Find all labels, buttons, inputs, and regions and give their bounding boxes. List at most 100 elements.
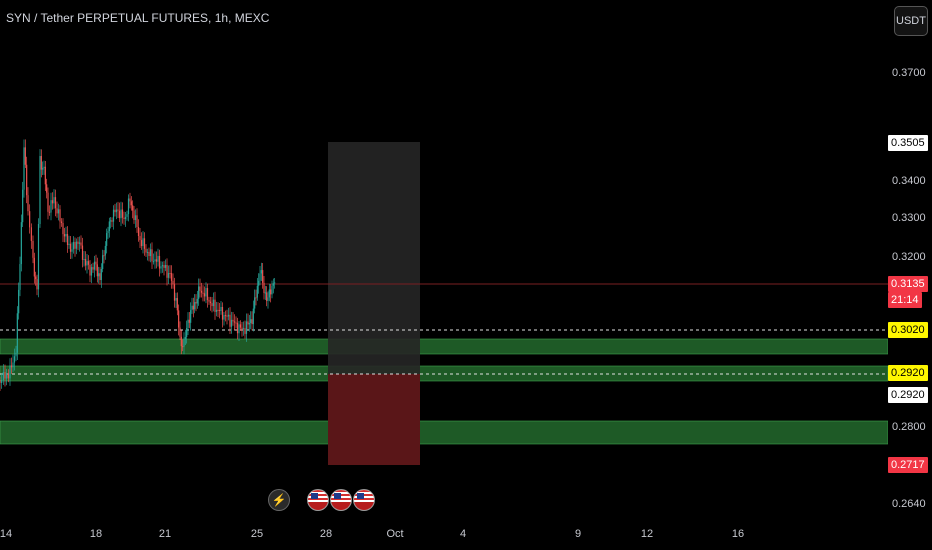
candle-body [217, 309, 219, 311]
candle-body [214, 299, 216, 312]
candle-body [196, 298, 198, 304]
candle-body [262, 270, 264, 283]
candle-body [50, 200, 52, 213]
candle-body [247, 321, 249, 325]
candle-body [99, 273, 101, 281]
candle-body [23, 147, 25, 190]
candle-body [92, 267, 94, 270]
entry-price-label: 0.2920 [888, 387, 928, 403]
candle-body [164, 264, 167, 268]
candle-body [244, 328, 246, 334]
target-price-label: 0.3505 [888, 135, 928, 151]
candle-body [180, 336, 182, 347]
position-loss-zone[interactable] [328, 374, 420, 465]
price-tick: 0.2800 [892, 421, 926, 433]
candle-body [232, 319, 234, 322]
candle-body [69, 243, 72, 252]
candle-body [209, 301, 212, 304]
candle-body [211, 303, 213, 307]
price-tick: 0.3300 [892, 212, 926, 224]
candle-body [160, 266, 162, 269]
candle-body [264, 292, 266, 294]
candle-body [86, 261, 88, 266]
candle-body [111, 220, 113, 222]
candle-body [136, 215, 138, 228]
candle-body [110, 220, 112, 222]
candle-body [230, 319, 233, 327]
candle-body [248, 322, 250, 325]
candle-body [57, 209, 60, 214]
time-tick: 28 [319, 528, 333, 540]
candle-body [121, 209, 124, 218]
candle-body [188, 319, 190, 323]
candle-body [89, 264, 91, 276]
candle-body [226, 315, 228, 317]
candle-body [43, 166, 45, 168]
candle-body [4, 372, 6, 379]
lightning-icon[interactable]: ⚡ [268, 489, 290, 511]
candle-body [133, 210, 135, 221]
currency-button[interactable]: USDT [894, 6, 928, 36]
time-axis[interactable]: 14 18 21 25 28 Oct 4 9 12 16 [0, 522, 888, 548]
stop-price-label: 0.2717 [888, 457, 928, 473]
candle-body [186, 327, 188, 337]
candle-body [259, 273, 261, 281]
candle-body [44, 166, 46, 185]
chart-canvas[interactable] [0, 0, 888, 520]
candle-body [24, 147, 26, 165]
candle-body [227, 314, 230, 317]
candle-body [194, 302, 196, 310]
candle-body [117, 209, 119, 211]
candle-body [205, 288, 207, 297]
time-tick: 21 [158, 528, 172, 540]
candle-body [155, 259, 158, 262]
candle-body [48, 211, 51, 213]
candle-body [114, 209, 116, 213]
candle-body [176, 298, 178, 311]
candle-body [104, 245, 106, 256]
candle-body [223, 315, 225, 320]
time-tick: Oct [386, 528, 404, 540]
candle-body [77, 241, 79, 244]
us-flag-icon[interactable] [307, 489, 329, 511]
candle-body [126, 214, 128, 217]
candle-body [71, 249, 73, 252]
candle-body [72, 241, 75, 250]
candle-body [120, 209, 122, 219]
time-tick: 12 [640, 528, 654, 540]
candle-body [173, 284, 176, 301]
candle-body [90, 267, 93, 276]
candle-body [56, 208, 58, 214]
price-axis[interactable]: USDT 0.3700 0.3505 0.3400 0.3300 0.3200 … [888, 0, 932, 550]
candle-body [175, 298, 177, 301]
us-flag-icon[interactable] [330, 489, 352, 511]
candle-body [154, 259, 156, 262]
candle-body [178, 310, 180, 328]
candle-body [129, 198, 131, 202]
candle-body [2, 372, 4, 381]
candle-body [192, 305, 194, 310]
candle-body [271, 285, 273, 295]
candle-body [19, 264, 21, 290]
candle-body [143, 238, 146, 249]
candle-body [233, 321, 236, 323]
candle-body [272, 283, 274, 286]
time-tick: 16 [731, 528, 745, 540]
candle-body [218, 310, 221, 312]
candle-body [134, 215, 137, 221]
candle-body [270, 289, 272, 295]
candle-body [161, 265, 164, 267]
candle-body [274, 282, 276, 284]
candle-body [10, 365, 13, 368]
candle-body [16, 313, 18, 353]
us-flag-icon[interactable] [353, 489, 375, 511]
position-profit-zone[interactable] [328, 142, 420, 374]
candle-body [191, 305, 193, 311]
candle-body [183, 339, 185, 347]
support-zone-upper[interactable] [0, 338, 888, 355]
candle-body [148, 251, 150, 257]
support-zone-lower[interactable] [0, 420, 888, 445]
candle-body [81, 245, 84, 260]
candle-body [13, 356, 16, 363]
candle-body [95, 261, 97, 265]
